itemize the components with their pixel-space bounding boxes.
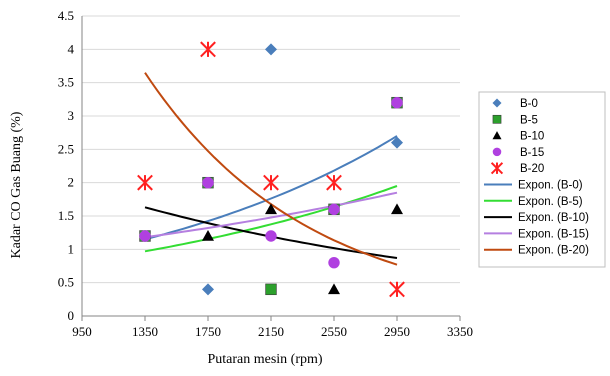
legend-label: Expon. (B-15)	[518, 228, 589, 240]
trendline	[144, 185, 398, 253]
trendline	[144, 191, 398, 239]
legend-label: B-15	[520, 147, 544, 159]
y-tick-label: 1	[68, 241, 75, 256]
data-point	[492, 114, 502, 124]
y-tick-label: 0	[68, 308, 75, 323]
data-point	[389, 281, 405, 298]
data-point	[490, 162, 504, 175]
y-tick-label: 1.5	[58, 208, 74, 223]
y-axis-title: Kadar CO Gas Buang (%)	[9, 111, 24, 258]
data-point	[202, 176, 214, 189]
data-point	[265, 230, 277, 242]
x-tick-label: 2150	[258, 324, 284, 339]
legend-item: Expon. (B-5)	[484, 196, 583, 208]
x-tick-label: 1350	[132, 324, 158, 339]
y-tick-label: 4.5	[58, 8, 74, 23]
data-point	[391, 96, 403, 109]
data-point	[328, 283, 340, 295]
legend-label: B-20	[520, 163, 544, 175]
legend-item: Expon. (B-10)	[484, 212, 589, 224]
y-tick-label: 2.5	[58, 141, 74, 156]
legend-label: Expon. (B-10)	[518, 212, 589, 224]
data-point	[328, 256, 340, 269]
data-point	[326, 174, 342, 191]
data-point	[492, 131, 502, 140]
x-tick-label: 1750	[195, 324, 221, 339]
x-tick-label: 2550	[321, 324, 347, 339]
data-point	[265, 203, 277, 215]
legend-item: B-10	[492, 131, 544, 143]
gridlines	[82, 15, 460, 284]
data-point	[202, 283, 214, 296]
data-point	[265, 283, 277, 296]
legend-label: Expon. (B-20)	[518, 245, 589, 257]
data-point	[391, 203, 403, 215]
legend-item: Expon. (B-15)	[484, 228, 589, 240]
legend-label: Expon. (B-5)	[518, 196, 583, 208]
trendline	[144, 135, 398, 241]
legend-item: B-15	[492, 147, 544, 159]
data-point	[492, 98, 502, 108]
legend-item: B-20	[490, 162, 544, 175]
y-tick-label: 3	[68, 108, 75, 123]
legend-label: B-5	[520, 114, 538, 126]
legend-item: B-0	[492, 98, 538, 110]
legend-item: Expon. (B-0)	[484, 180, 583, 192]
legend-label: B-10	[520, 131, 544, 143]
data-point	[202, 230, 214, 241]
x-tick-label: 2950	[384, 324, 410, 339]
data-markers	[137, 41, 405, 298]
legend-item: B-5	[492, 114, 538, 126]
y-tick-label: 3.5	[58, 75, 74, 90]
y-tick-label: 4	[68, 41, 75, 56]
data-point	[391, 136, 403, 149]
x-tick-label: 3350	[447, 324, 473, 339]
y-tick-label: 2	[68, 175, 75, 190]
data-point	[328, 203, 340, 216]
legend-item: Expon. (B-20)	[484, 245, 589, 257]
x-tick-label: 950	[72, 324, 92, 339]
data-point	[265, 43, 277, 56]
data-point	[263, 174, 279, 191]
legend-label: B-0	[520, 98, 538, 110]
legend-label: Expon. (B-0)	[518, 180, 583, 192]
data-point	[139, 230, 151, 242]
data-point	[200, 41, 216, 58]
data-point	[137, 174, 153, 191]
axes: 0 0.5 1 1.5 2 2.5 3 3.5 4 4.5 950 1350 1750 2150 2550 2…	[58, 8, 473, 339]
x-axis-title: Putaran mesin (rpm)	[207, 352, 322, 367]
legend: B-0 B-5 B-10 B-15 B-20 Expon. (B-0) Expon. (B-…	[478, 91, 606, 268]
y-tick-label: 0.5	[58, 275, 74, 290]
data-point	[492, 147, 502, 157]
